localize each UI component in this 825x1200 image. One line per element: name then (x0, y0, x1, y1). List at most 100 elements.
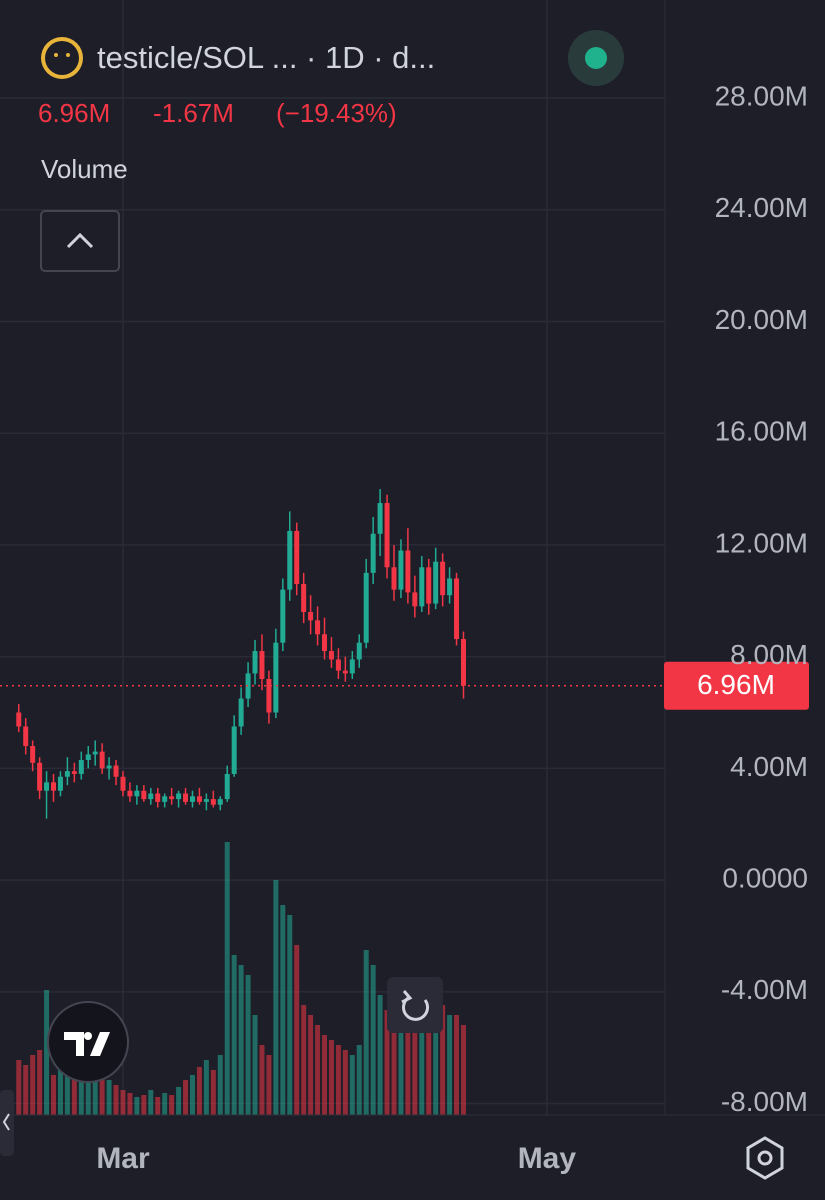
status-dot (585, 47, 607, 69)
candle-body (245, 673, 251, 699)
volume-bar (266, 1055, 272, 1115)
volume-bar (141, 1095, 147, 1115)
candle-body (433, 561, 439, 604)
candle-body (176, 793, 182, 800)
volume-bar (23, 1065, 29, 1115)
volume-bar (120, 1090, 126, 1115)
volume-bar (85, 1065, 91, 1115)
volume-bar (169, 1095, 175, 1115)
last-price-box (664, 661, 809, 710)
candle-body (370, 533, 376, 573)
volume-bar (384, 1010, 390, 1115)
volume-bar (349, 1055, 355, 1115)
chevron-icon (66, 232, 94, 249)
candle-body (454, 578, 460, 640)
x-tick-label: Mar (96, 1142, 150, 1175)
candle-body (294, 530, 300, 585)
y-tick-label: 20.00M (715, 304, 808, 335)
last-price-label: 6.96M (697, 669, 775, 700)
tradingview-logo[interactable] (47, 1001, 129, 1083)
volume-bar (405, 1005, 411, 1115)
candle-body (335, 659, 341, 671)
pane-label: Volume (41, 154, 128, 184)
symbol-logo-face (45, 41, 79, 75)
candle-body (64, 771, 70, 777)
volume-bar (203, 1060, 209, 1115)
y-tick-label: 24.00M (715, 192, 808, 223)
candle-body (106, 765, 112, 769)
volume-bar (176, 1087, 182, 1115)
last-value: 6.96M (38, 98, 110, 128)
candle-body (23, 726, 29, 747)
volume-bar (252, 1015, 258, 1115)
candle-body (419, 567, 425, 607)
volume-bar (51, 1075, 57, 1115)
volume-bar (44, 990, 50, 1115)
x-tick-label: May (518, 1142, 577, 1175)
candle-body (398, 550, 404, 590)
candle-body (315, 620, 321, 635)
candle-body (92, 751, 98, 755)
volume-bar (78, 1060, 84, 1115)
settings-icon[interactable] (746, 1136, 784, 1180)
volume-bar (398, 1020, 404, 1115)
volume-bar (183, 1080, 189, 1115)
y-tick-label: 12.00M (715, 527, 808, 558)
volume-bar (16, 1060, 22, 1115)
volume-bar (245, 975, 251, 1115)
left-arrow (2, 1113, 10, 1131)
volume-pane (16, 842, 466, 1115)
volume-bar (377, 995, 383, 1115)
volume-bar (196, 1067, 202, 1115)
candle-body (287, 530, 293, 590)
candle-body (301, 584, 307, 612)
candle-body (37, 762, 43, 791)
volume-bar (356, 1045, 362, 1115)
candle-body (259, 651, 265, 679)
candle-body (447, 578, 453, 596)
volume-bar (217, 1055, 223, 1115)
candle-body (113, 765, 119, 777)
candle-body (148, 793, 154, 800)
symbol-title[interactable]: testicle/SOL ... · 1D · d... (97, 40, 435, 75)
volume-bar (315, 1025, 321, 1115)
volume-bar (155, 1097, 161, 1115)
reset-icon (402, 996, 430, 1021)
candle-body (162, 796, 168, 802)
volume-bar (454, 1015, 460, 1115)
candle-body (203, 799, 209, 802)
candle-body (196, 796, 202, 802)
scroll-left[interactable] (0, 1090, 14, 1156)
candle-body (308, 611, 314, 621)
candle-body (71, 771, 77, 774)
candle-body (460, 639, 466, 686)
reset-button[interactable] (387, 977, 443, 1033)
volume-bar (342, 1050, 348, 1115)
candle-body (391, 567, 397, 590)
candle-body (127, 790, 133, 797)
volume-bar (294, 945, 300, 1115)
volume-bar (322, 1035, 328, 1115)
change: -1.67M (153, 98, 234, 128)
candle-body (57, 776, 63, 791)
overlay: 6.96M (0, 661, 809, 710)
volume-bar (57, 1070, 63, 1115)
candle-body (78, 759, 84, 774)
candle-body (405, 550, 411, 593)
candle-body (440, 561, 446, 596)
candle-body (349, 659, 355, 674)
volume-bar (134, 1097, 140, 1115)
volume-bar (440, 1005, 446, 1115)
logo-eye (66, 53, 70, 57)
candle-body (85, 754, 91, 760)
volume-bar (273, 880, 279, 1115)
candle-body (238, 698, 244, 727)
candle-body (356, 642, 362, 660)
collapse-button[interactable] (40, 210, 120, 272)
logo-dot (84, 1032, 92, 1040)
candle-body (273, 642, 279, 713)
candle-body (231, 726, 237, 774)
candle-body (426, 567, 432, 604)
candle-body (30, 746, 36, 763)
